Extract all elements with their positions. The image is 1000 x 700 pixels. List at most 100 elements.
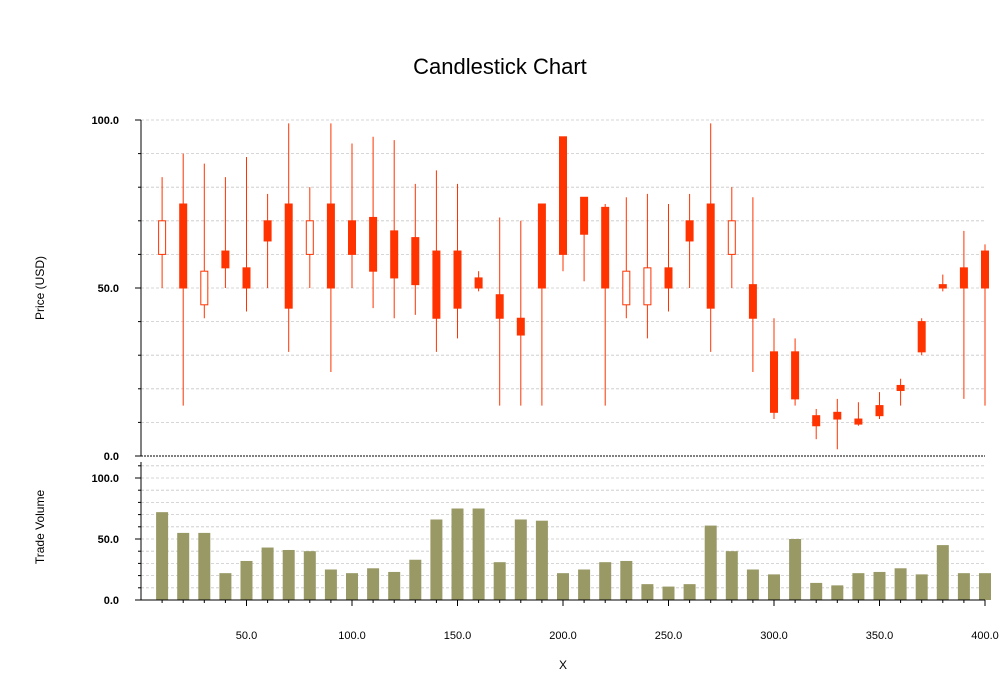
volume-axis-label: Trade Volume [33, 490, 47, 565]
volume-bar [198, 532, 211, 600]
candle [390, 140, 399, 319]
candle [875, 392, 884, 420]
volume-bar [578, 569, 591, 600]
volume-bar [915, 574, 928, 600]
candle [432, 170, 441, 352]
candle-body [833, 411, 842, 420]
candle-body [179, 203, 188, 289]
volume-bar [810, 582, 823, 600]
candle-body [432, 250, 441, 319]
candle [685, 193, 694, 288]
candle-body [221, 250, 230, 269]
candle-body [390, 230, 399, 279]
x-tick-label: 300.0 [760, 630, 788, 642]
candle [284, 123, 293, 352]
volume-gridlines [141, 465, 985, 589]
candle [263, 193, 272, 288]
volume-bar [367, 568, 380, 600]
candle-body [664, 267, 673, 289]
candle-body [938, 284, 947, 289]
volume-bar [789, 539, 802, 600]
x-tick-label: 350.0 [866, 630, 894, 642]
volume-bar [346, 573, 358, 600]
volume-bar [282, 549, 295, 600]
candle-body [453, 250, 462, 309]
axes [135, 119, 986, 606]
candle [643, 193, 652, 339]
volume-bar [493, 562, 506, 600]
volume-bars [156, 508, 991, 600]
candle-body [981, 250, 989, 289]
candle [348, 143, 356, 288]
volume-bar [451, 508, 464, 600]
volume-bar [324, 569, 337, 600]
candle-body [559, 136, 567, 255]
price-tick-label: 50.0 [98, 283, 119, 295]
candle-body [369, 216, 378, 272]
candle [242, 156, 251, 312]
candle-body [875, 405, 884, 417]
candle [727, 187, 736, 288]
x-tick-label: 100.0 [338, 630, 366, 642]
x-axis-label: X [559, 658, 567, 672]
volume-bar [472, 508, 485, 600]
candle [495, 217, 504, 406]
candle-body [812, 415, 821, 427]
volume-bar [514, 519, 527, 600]
candle-body [516, 317, 525, 336]
volume-bar [240, 560, 253, 600]
candle [664, 204, 673, 312]
volume-bar [662, 586, 675, 600]
candle [791, 338, 800, 406]
candle [959, 230, 968, 399]
candle-body [200, 270, 209, 306]
candle [917, 318, 926, 356]
candle [833, 398, 842, 450]
volume-bar [430, 519, 443, 600]
candle [706, 123, 715, 352]
candle-body [896, 384, 905, 391]
candle-body [643, 267, 652, 306]
candle-body [770, 351, 778, 413]
candle [305, 187, 314, 288]
candle [179, 153, 188, 406]
candle-body [242, 267, 251, 289]
price-axis-label: Price (USD) [33, 256, 47, 320]
candle-body [748, 284, 757, 319]
candle [981, 244, 989, 406]
volume-bar [873, 571, 886, 600]
volume-tick-label: 50.0 [98, 534, 119, 546]
candle-body [601, 206, 610, 289]
volume-tick-label: 0.0 [104, 595, 119, 607]
volume-bar [219, 573, 232, 600]
volume-bar [557, 573, 569, 600]
candle-body [284, 203, 293, 309]
candle [200, 163, 209, 319]
volume-bar [746, 569, 759, 600]
volume-bar [894, 568, 907, 600]
candle-body [326, 203, 335, 289]
volume-bar [704, 525, 717, 600]
candle [537, 203, 546, 406]
candle-body [917, 321, 926, 353]
candle-body [495, 294, 504, 319]
candle [158, 177, 167, 288]
candle [369, 136, 378, 309]
volume-bar [979, 573, 991, 600]
volume-bar [177, 532, 190, 600]
candle [411, 183, 420, 315]
candle [854, 402, 863, 426]
candle [896, 378, 905, 406]
candle-body [685, 220, 694, 242]
candle [601, 204, 610, 406]
candle-body [348, 220, 356, 255]
candle [221, 177, 230, 288]
candle [770, 318, 778, 420]
candle [938, 274, 947, 292]
volume-bar [620, 560, 633, 600]
volume-bar [831, 585, 844, 600]
candle-body [706, 203, 715, 309]
volume-bar [936, 545, 949, 600]
candle-body [263, 220, 272, 242]
